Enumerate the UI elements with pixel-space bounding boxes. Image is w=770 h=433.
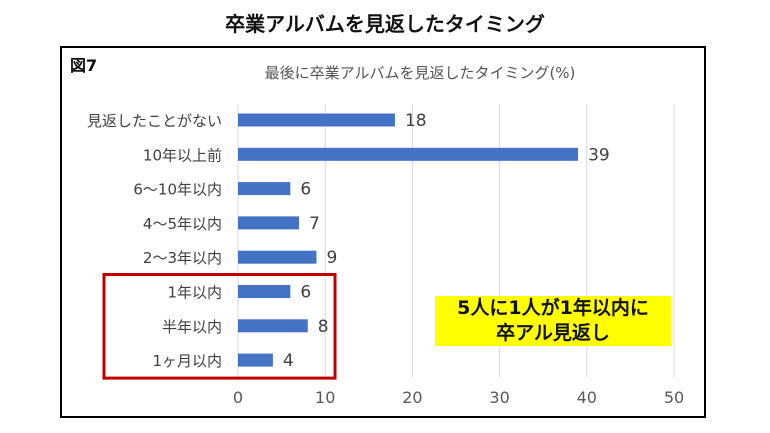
bar (238, 319, 308, 333)
bar (238, 182, 291, 196)
bar (238, 353, 273, 367)
figure-label: 図7 (70, 56, 98, 75)
bar (238, 250, 317, 264)
value-label: 6 (300, 283, 311, 303)
category-label: 2～3年以内 (143, 249, 222, 267)
bar (238, 216, 300, 230)
value-label: 18 (405, 111, 427, 131)
x-tick-label: 0 (233, 388, 243, 407)
x-tick-label: 40 (577, 388, 597, 407)
x-tick-labels: 0 10 20 30 40 50 (233, 388, 684, 407)
x-tick-label: 30 (489, 388, 509, 407)
category-labels: 見返したことがない 10年以上前 6～10年以内 4～5年以内 2～3年以内 1年以内半年… (87, 112, 222, 370)
value-label: 7 (309, 214, 320, 234)
value-label: 4 (283, 351, 294, 371)
category-label: 4～5年以内 (143, 215, 222, 233)
value-label: 9 (326, 248, 337, 268)
value-label: 6 (300, 180, 311, 200)
value-label: 39 (588, 145, 610, 165)
x-tick-label: 50 (664, 388, 684, 407)
callout-box: 5人に1人が1年以内に 卒アル見返し (435, 296, 671, 346)
value-label: 8 (318, 317, 329, 337)
bar (238, 113, 395, 127)
callout-line-1: 5人に1人が1年以内に (457, 297, 649, 319)
bar (238, 147, 579, 161)
x-tick-label: 20 (402, 388, 422, 407)
category-label: 1ヶ月以内 (152, 352, 222, 370)
category-label: 半年以内 (162, 318, 222, 336)
highlight-box (102, 273, 337, 380)
bar (238, 285, 291, 298)
callout-line-2: 卒アル見返し (496, 322, 610, 344)
category-label: 見返したことがない (87, 112, 222, 130)
chart-title: 最後に卒業アルバムを見返したタイミング(%) (264, 64, 576, 82)
category-label: 6～10年以内 (133, 181, 222, 199)
x-tick-label: 10 (315, 388, 335, 407)
category-label: 10年以上前 (143, 146, 222, 164)
category-label: 1年以内 (167, 284, 222, 302)
chart-frame (60, 46, 706, 418)
bars (238, 113, 579, 367)
page-title: 卒業アルバムを見返したタイミング (225, 12, 545, 36)
